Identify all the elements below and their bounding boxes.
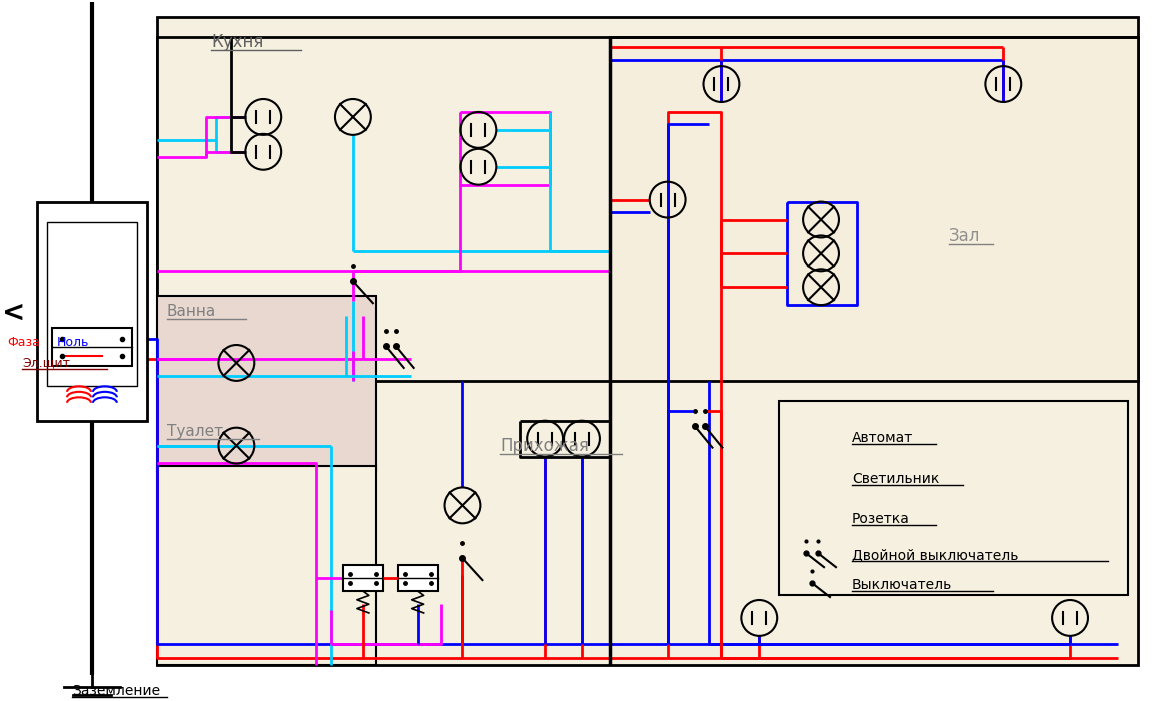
Bar: [343, 565, 383, 591]
Text: Фаза: Фаза: [7, 336, 41, 349]
Bar: [156, 37, 610, 381]
Bar: [779, 401, 1128, 595]
Text: Выключатель: Выключатель: [852, 578, 952, 592]
Bar: [796, 425, 833, 447]
Bar: [397, 565, 438, 591]
Bar: [156, 297, 376, 470]
Bar: [610, 37, 1138, 381]
Text: Заземление: Заземление: [72, 683, 160, 697]
Text: Эл.щит: Эл.щит: [22, 356, 71, 369]
Text: Ноль: Ноль: [57, 336, 89, 349]
Bar: [156, 18, 1138, 665]
Bar: [156, 465, 376, 665]
Text: Ванна: Ванна: [167, 304, 215, 319]
Bar: [37, 202, 147, 421]
Text: <: <: [2, 299, 25, 327]
Text: Прихожая: Прихожая: [500, 437, 589, 455]
Text: Двойной выключатель: Двойной выключатель: [852, 548, 1018, 562]
Text: Туалет: Туалет: [167, 423, 222, 439]
Text: Зал: Зал: [948, 227, 980, 245]
Text: Розетка: Розетка: [852, 512, 910, 526]
Text: Светильник: Светильник: [852, 472, 939, 486]
Text: Кухня: Кухня: [212, 33, 264, 51]
Bar: [52, 328, 132, 366]
Bar: [47, 222, 137, 386]
Text: Автомат: Автомат: [852, 430, 914, 444]
